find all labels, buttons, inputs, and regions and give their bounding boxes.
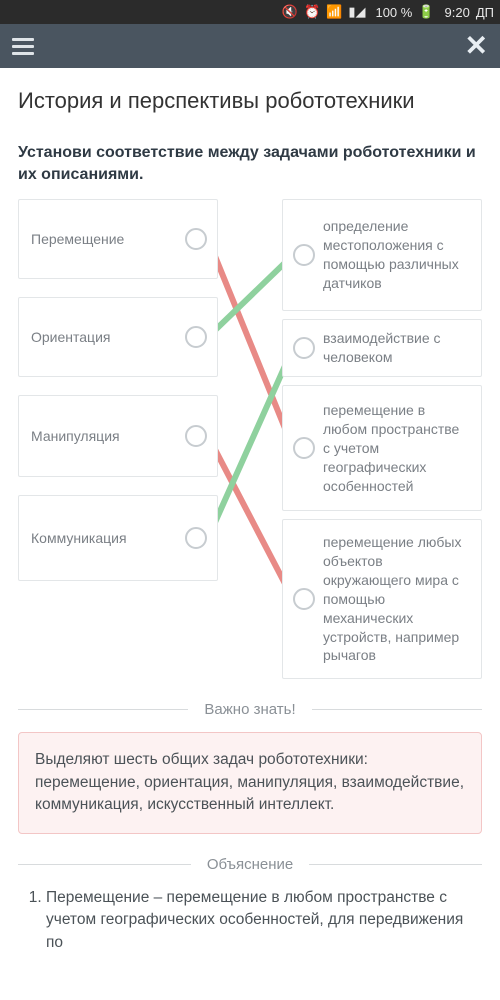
match-card[interactable]: определение местоположения с помощью раз… <box>282 199 482 311</box>
mute-icon: 🔇 <box>282 4 298 20</box>
battery-percent: 100 % <box>375 5 412 20</box>
signal-icon: ▮◢ <box>348 4 365 20</box>
match-dot[interactable] <box>293 588 315 610</box>
match-card-label: определение местоположения с помощью раз… <box>323 217 469 293</box>
menu-icon[interactable] <box>12 38 34 55</box>
matching-area: Перемещение Ориентация Манипуляция Коммуник… <box>18 187 482 679</box>
task-instruction: Установи соответствие между задачами роб… <box>18 142 482 185</box>
match-card[interactable]: взаимодействие с человеком <box>282 319 482 377</box>
match-card-label: Ориентация <box>31 328 110 347</box>
clock-ampm: ДП <box>476 5 494 20</box>
app-bar: ✕ <box>0 24 500 68</box>
match-dot[interactable] <box>185 228 207 250</box>
right-column: определение местоположения с помощью раз… <box>282 191 482 679</box>
clock-time: 9:20 <box>445 5 470 20</box>
match-card[interactable]: Перемещение <box>18 199 218 279</box>
explanation-list: Перемещение – перемещение в любом простр… <box>18 887 482 954</box>
wifi-icon: 📶 <box>326 4 342 20</box>
divider-important-label: Важно знать! <box>188 701 311 718</box>
match-card-label: перемещение в любом пространстве с учето… <box>323 401 469 495</box>
status-bar: 🔇 ⏰ 📶 ▮◢ 100 % 🔋 9:20 ДП <box>0 0 500 24</box>
divider-important: Важно знать! <box>18 701 482 718</box>
alarm-icon: ⏰ <box>304 4 320 20</box>
match-dot[interactable] <box>185 425 207 447</box>
match-card-label: взаимодействие с человеком <box>323 329 469 367</box>
match-card[interactable]: перемещение любых объектов окружающего м… <box>282 519 482 679</box>
page-title: История и перспективы робототехники <box>18 88 482 114</box>
match-card[interactable]: перемещение в любом пространстве с учето… <box>282 385 482 511</box>
match-dot[interactable] <box>293 437 315 459</box>
match-card-label: Коммуникация <box>31 529 127 548</box>
divider-explanation-label: Объяснение <box>191 856 309 873</box>
close-icon[interactable]: ✕ <box>465 32 488 60</box>
match-dot[interactable] <box>185 326 207 348</box>
divider-explanation: Объяснение <box>18 856 482 873</box>
match-card[interactable]: Коммуникация <box>18 495 218 581</box>
match-card-label: перемещение любых объектов окружающего м… <box>323 533 469 665</box>
match-card[interactable]: Ориентация <box>18 297 218 377</box>
match-card[interactable]: Манипуляция <box>18 395 218 477</box>
list-item: Перемещение – перемещение в любом простр… <box>46 887 476 954</box>
match-dot[interactable] <box>185 527 207 549</box>
match-dot[interactable] <box>293 244 315 266</box>
match-card-label: Перемещение <box>31 230 124 249</box>
match-card-label: Манипуляция <box>31 427 120 446</box>
left-column: Перемещение Ориентация Манипуляция Коммуник… <box>18 191 218 679</box>
match-dot[interactable] <box>293 337 315 359</box>
important-info-box: Выделяют шесть общих задач робототехники… <box>18 732 482 833</box>
battery-icon: 🔋 <box>418 4 434 20</box>
